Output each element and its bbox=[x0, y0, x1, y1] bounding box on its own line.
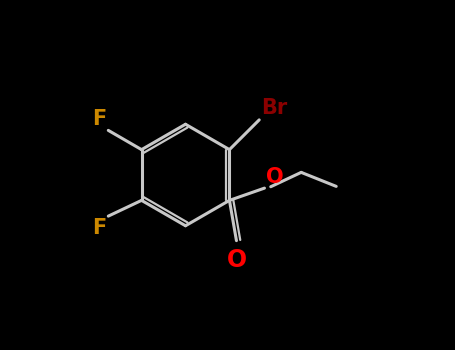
Text: Br: Br bbox=[261, 98, 287, 118]
Text: O: O bbox=[266, 167, 283, 187]
Text: O: O bbox=[227, 248, 247, 272]
Text: F: F bbox=[92, 218, 106, 238]
Text: F: F bbox=[92, 108, 106, 128]
